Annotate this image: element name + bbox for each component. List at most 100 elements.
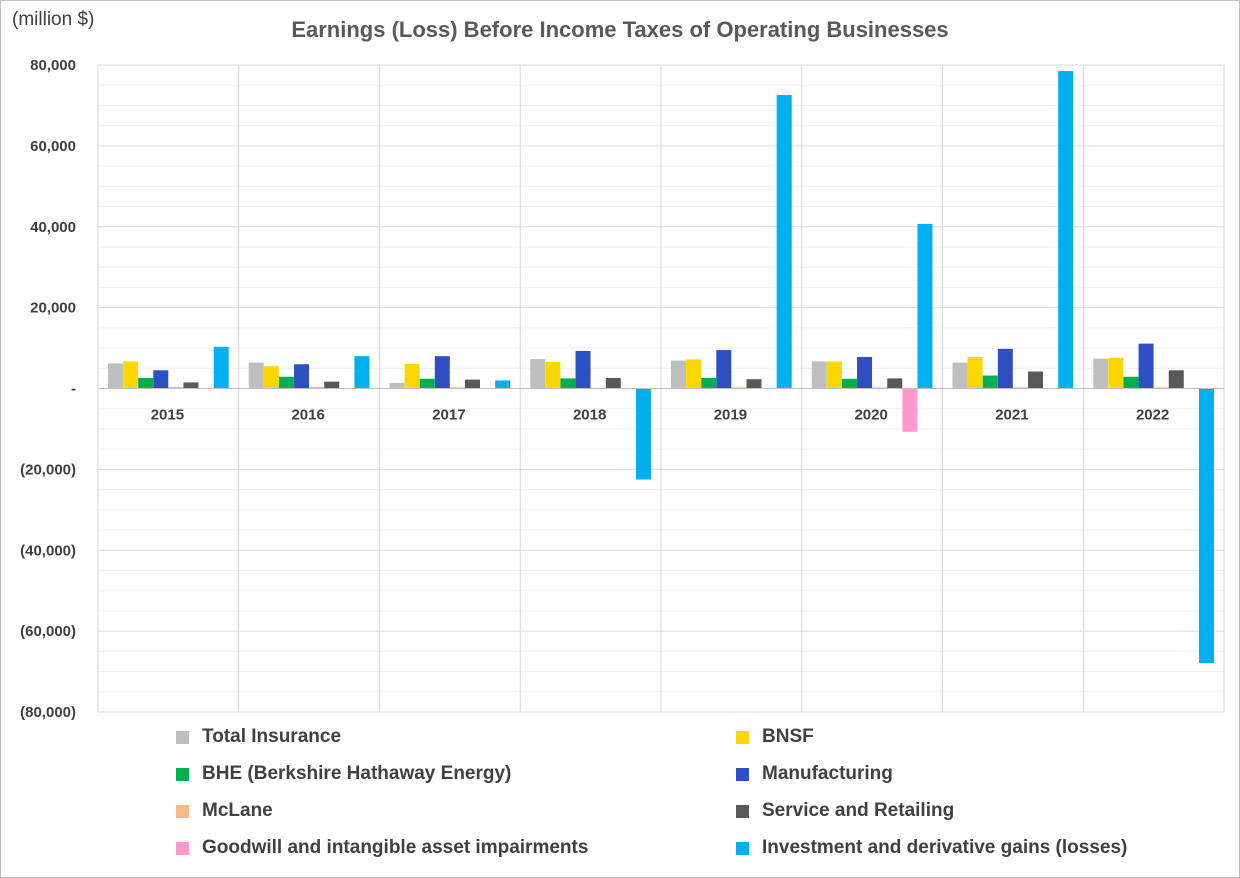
- legend-item: Total Insurance: [176, 724, 341, 750]
- bar-2-4: [449, 387, 465, 389]
- legend-label: Goodwill and intangible asset impairment…: [202, 837, 589, 858]
- legend-label: Investment and derivative gains (losses): [762, 837, 1128, 858]
- bar-6-0: [952, 362, 968, 389]
- bar-0-1: [123, 361, 139, 389]
- legend-item: BHE (Berkshire Hathaway Energy): [176, 761, 511, 787]
- unit-label: (million $): [12, 9, 95, 30]
- bar-2-0: [389, 382, 405, 389]
- legend-label: BNSF: [762, 726, 814, 747]
- bar-5-7: [917, 223, 933, 389]
- legend-label: BHE (Berkshire Hathaway Energy): [202, 763, 512, 784]
- legend-item: Manufacturing: [736, 761, 893, 787]
- bar-2-7: [495, 380, 511, 389]
- x-tick-label: 2018: [573, 407, 606, 424]
- bar-4-1: [686, 359, 702, 389]
- bar-5-1: [826, 361, 842, 389]
- bar-3-1: [545, 361, 561, 389]
- bar-7-5: [1168, 370, 1184, 389]
- bar-6-4: [1012, 387, 1028, 389]
- bar-1-1: [263, 366, 279, 389]
- x-tick-label: 2019: [714, 407, 747, 424]
- bar-1-7: [354, 356, 370, 389]
- legend-label: Manufacturing: [762, 763, 893, 784]
- legend-swatch: [736, 730, 749, 744]
- y-tick-label: (60,000): [20, 623, 76, 640]
- bar-7-7: [1198, 388, 1214, 664]
- legend-item: Service and Retailing: [736, 798, 954, 824]
- bar-0-4: [168, 386, 184, 389]
- y-tick-label: 40,000: [30, 219, 76, 236]
- bar-3-5: [605, 377, 621, 389]
- bar-7-3: [1138, 343, 1154, 389]
- y-tick-label: 20,000: [30, 300, 76, 317]
- bar-1-4: [309, 386, 325, 389]
- bar-5-3: [857, 356, 873, 389]
- legend-label: Total Insurance: [202, 726, 342, 747]
- bar-1-5: [324, 381, 340, 389]
- bar-4-7: [776, 94, 792, 389]
- bar-6-2: [982, 375, 998, 389]
- x-tick-label: 2017: [432, 407, 465, 424]
- x-tick-label: 2016: [291, 407, 324, 424]
- legend-item: McLane: [176, 798, 273, 824]
- legend-swatch: [176, 841, 189, 855]
- bar-1-2: [278, 376, 294, 389]
- bar-5-5: [887, 378, 903, 389]
- bar-5-0: [811, 361, 827, 389]
- bar-0-3: [153, 370, 169, 389]
- bar-4-4: [731, 387, 747, 389]
- y-tick-label: (80,000): [20, 704, 76, 721]
- legend-swatch: [176, 767, 189, 781]
- chart-legend: Total Insurance BNSF BHE (Berkshire Hathaw…: [176, 724, 1176, 874]
- bar-3-0: [530, 358, 546, 389]
- bar-7-0: [1093, 358, 1109, 389]
- bar-7-1: [1108, 357, 1124, 389]
- legend-item: Goodwill and intangible asset impairment…: [176, 835, 588, 861]
- legend-label: McLane: [202, 800, 273, 821]
- bar-5-4: [872, 387, 888, 389]
- bar-6-1: [967, 356, 983, 389]
- bar-5-6: [902, 388, 918, 432]
- bar-4-0: [671, 360, 686, 389]
- x-tick-label: 2021: [995, 407, 1028, 424]
- legend-swatch: [736, 767, 749, 781]
- y-tick-label: -: [71, 381, 76, 398]
- bar-7-4: [1153, 387, 1169, 389]
- bar-0-7: [213, 346, 229, 389]
- bar-3-3: [575, 350, 591, 389]
- bar-6-3: [997, 348, 1013, 389]
- bar-0-5: [183, 382, 199, 389]
- legend-item: BNSF: [736, 724, 814, 750]
- legend-label: Service and Retailing: [762, 800, 955, 821]
- bar-3-7: [635, 388, 651, 480]
- y-tick-label: (40,000): [20, 542, 76, 559]
- x-tick-label: 2022: [1136, 407, 1169, 424]
- legend-swatch: [736, 804, 749, 818]
- chart-title: Earnings (Loss) Before Income Taxes of O…: [291, 17, 949, 42]
- bar-1-3: [294, 364, 310, 389]
- legend-swatch: [736, 841, 749, 855]
- bar-2-2: [419, 378, 435, 389]
- bar-5-2: [841, 378, 857, 389]
- bar-2-1: [404, 363, 420, 389]
- bar-7-2: [1123, 376, 1139, 389]
- legend-item: Investment and derivative gains (losses): [736, 835, 1127, 861]
- y-tick-label: (20,000): [20, 461, 76, 478]
- bar-6-5: [1028, 371, 1043, 389]
- bar-4-2: [701, 377, 717, 389]
- x-tick-label: 2020: [854, 407, 887, 424]
- legend-swatch: [176, 804, 189, 818]
- y-tick-label: 60,000: [30, 138, 76, 155]
- bar-4-3: [716, 350, 732, 389]
- y-tick-label: 80,000: [30, 57, 76, 74]
- bar-1-0: [248, 362, 264, 389]
- bar-6-7: [1058, 71, 1074, 389]
- bar-4-5: [746, 379, 762, 389]
- bar-2-5: [465, 379, 480, 389]
- x-tick-label: 2015: [151, 407, 184, 424]
- bar-0-0: [108, 363, 123, 389]
- bar-3-2: [560, 378, 576, 389]
- bar-2-3: [434, 356, 450, 389]
- legend-swatch: [176, 730, 189, 744]
